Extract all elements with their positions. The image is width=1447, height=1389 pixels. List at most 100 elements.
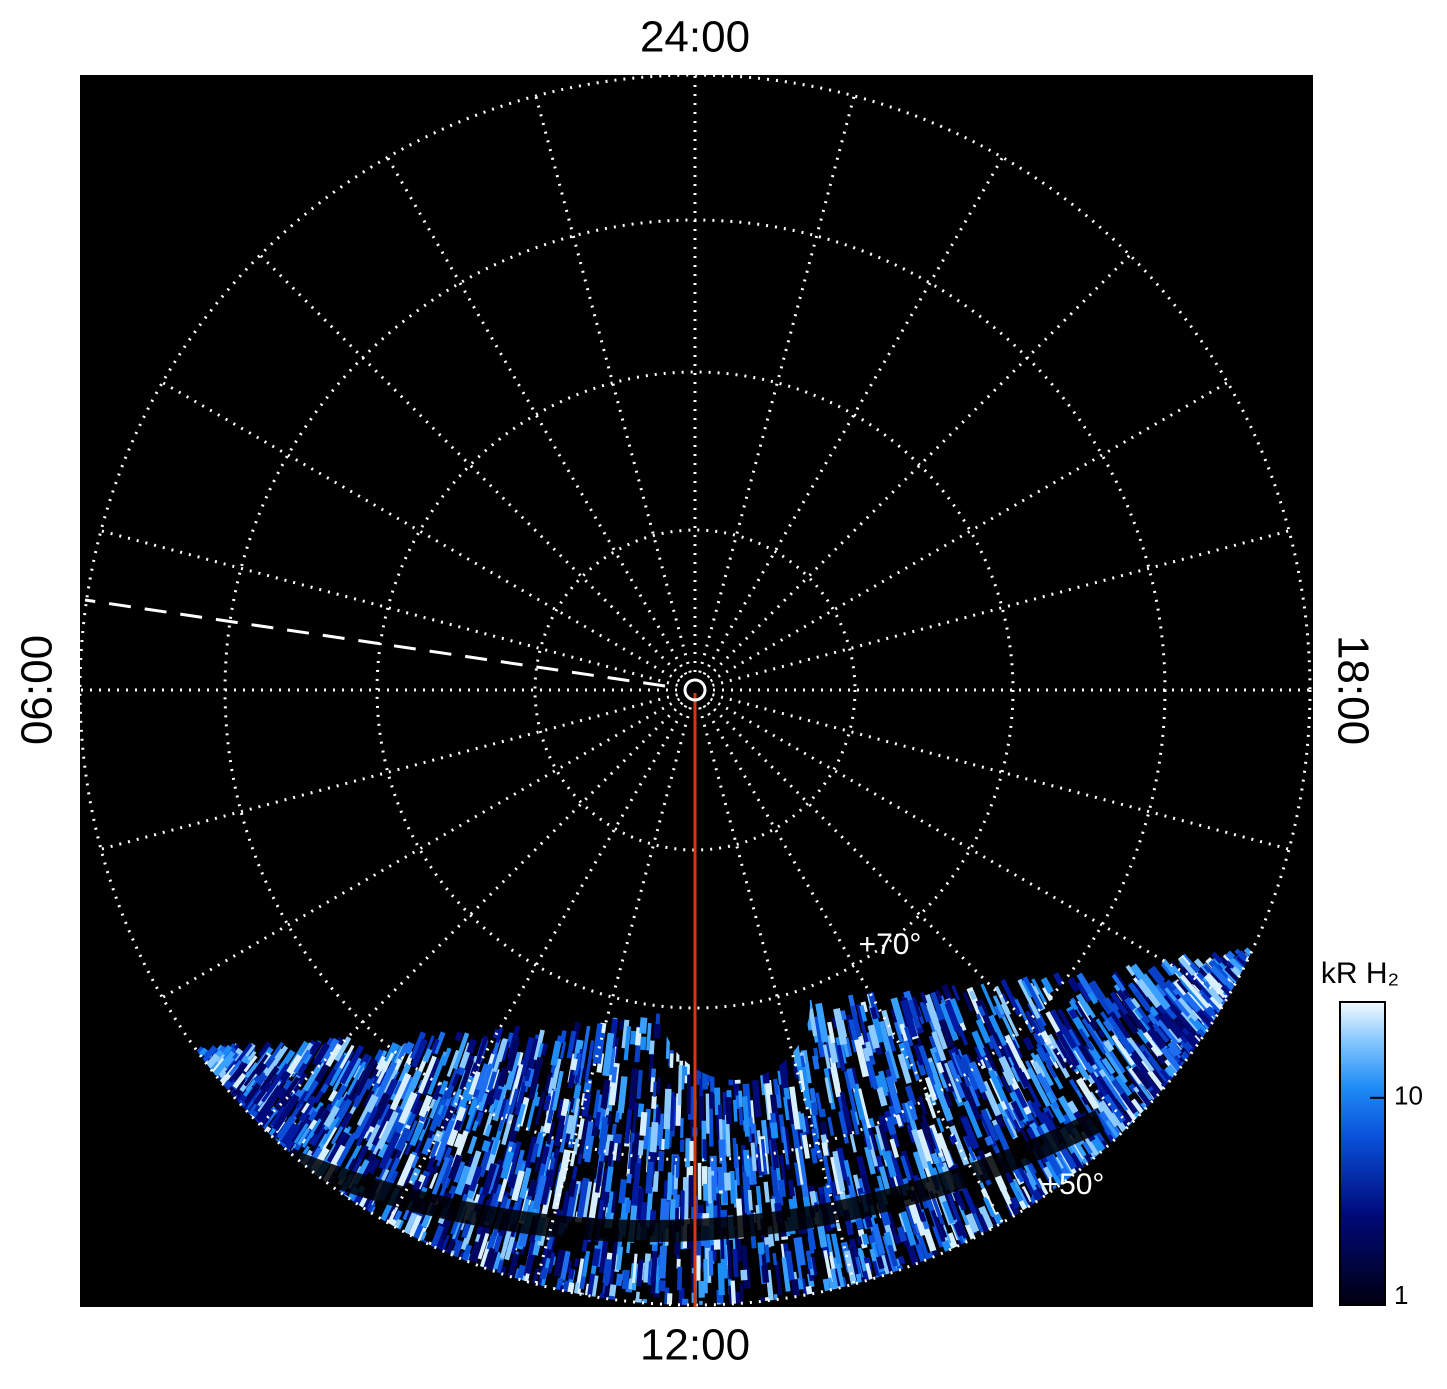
- meridian: [702, 704, 1004, 1224]
- emission-streak: [917, 1231, 933, 1268]
- emission-streak: [511, 1170, 525, 1202]
- meridian: [534, 95, 692, 674]
- meridian: [100, 693, 679, 851]
- emission-streak: [421, 1057, 441, 1096]
- emission-streak: [694, 1255, 701, 1281]
- emission-streak: [455, 1076, 476, 1116]
- emission-streak: [1025, 1161, 1042, 1189]
- emission-streak: [468, 1165, 483, 1192]
- emission-streak: [453, 1161, 466, 1183]
- emission-streak: [708, 1250, 714, 1276]
- emission-streak: [1102, 1075, 1129, 1112]
- emission-streak: [567, 1179, 577, 1198]
- emission-streak: [900, 999, 918, 1038]
- emission-streak: [878, 1166, 892, 1196]
- emission-streak: [897, 1053, 912, 1084]
- emission-streak: [1179, 974, 1211, 1009]
- emission-streak: [583, 1181, 593, 1218]
- emission-streak: [1127, 1036, 1155, 1073]
- emission-streak: [224, 1060, 246, 1085]
- emission-streak: [543, 1095, 552, 1111]
- emission-streak: [274, 1049, 296, 1077]
- emission-streak: [1013, 1087, 1028, 1109]
- emission-streak: [1177, 997, 1199, 1022]
- emission-streak: [971, 1030, 988, 1058]
- emission-streak: [953, 1222, 964, 1237]
- emission-streak: [461, 1244, 473, 1261]
- emission-streak: [1081, 1095, 1090, 1106]
- emission-streak: [381, 1066, 399, 1097]
- emission-streak: [355, 1106, 379, 1147]
- emission-streak: [770, 1094, 781, 1131]
- emission-streak: [1026, 1067, 1051, 1108]
- emission-streak: [482, 1112, 494, 1136]
- emission-streak: [582, 1250, 591, 1277]
- emission-streak: [481, 1140, 491, 1153]
- emission-streak: [1040, 1030, 1053, 1046]
- emission-streak: [938, 1018, 955, 1048]
- emission-streak: [718, 1104, 723, 1120]
- emission-streak: [527, 1056, 544, 1100]
- emission-streak: [467, 1097, 479, 1117]
- emission-streak: [547, 1077, 555, 1094]
- emission-streak: [920, 992, 928, 1004]
- meridian: [702, 156, 1004, 676]
- emission-streak: [900, 1110, 907, 1124]
- emission-streak: [297, 1128, 310, 1146]
- emission-streak: [983, 1046, 998, 1072]
- emission-streak: [1010, 1100, 1025, 1122]
- emission-streak: [245, 1062, 259, 1079]
- emission-streak: [813, 1016, 827, 1058]
- emission-streak: [1047, 1043, 1071, 1079]
- emission-streak: [885, 1115, 897, 1136]
- emission-streak: [581, 1092, 592, 1117]
- aurora-emission: [172, 930, 1273, 1305]
- emission-streak: [1124, 997, 1137, 1011]
- emission-streak: [1022, 1036, 1035, 1051]
- emission-streak: [1147, 1020, 1157, 1031]
- emission-streak: [376, 1110, 399, 1150]
- emission-streak: [969, 990, 977, 1001]
- latitude-circle: [78, 73, 1312, 1307]
- emission-streak: [1218, 955, 1233, 970]
- emission-streak: [763, 1181, 770, 1203]
- emission-streak: [856, 1236, 863, 1246]
- emission-streak: [1004, 1034, 1025, 1069]
- emission-streak: [761, 1119, 770, 1154]
- emission-streak: [604, 1166, 614, 1193]
- emission-streak: [451, 1073, 460, 1087]
- emission-streak: [695, 1195, 699, 1226]
- emission-streak: [1000, 978, 1022, 1016]
- emission-streak: [930, 991, 946, 1024]
- emission-streak: [945, 1189, 965, 1231]
- emission-streak: [890, 1008, 898, 1023]
- emission-streak: [848, 1238, 859, 1258]
- meridian: [711, 529, 1290, 687]
- emission-streak: [309, 1120, 329, 1147]
- emission-streak: [323, 1105, 340, 1128]
- emission-streak: [1103, 996, 1122, 1020]
- emission-streak: [1098, 1100, 1120, 1128]
- emission-streak: [919, 1211, 927, 1223]
- latitude-circle: [375, 370, 1015, 1010]
- emission-streak: [627, 1132, 636, 1170]
- emission-streak: [943, 1092, 953, 1108]
- emission-streak: [408, 1167, 421, 1186]
- emission-streak: [964, 1134, 975, 1148]
- emission-streak: [577, 1118, 585, 1140]
- emission-streak: [1055, 1039, 1077, 1071]
- emission-streak: [422, 1048, 433, 1063]
- emission-streak: [1087, 992, 1099, 1005]
- emission-streak: [498, 1098, 507, 1118]
- emission-streak: [573, 1258, 580, 1268]
- dashed-meridian: [84, 598, 666, 688]
- emission-streak: [524, 1136, 538, 1170]
- emission-streak: [527, 1179, 538, 1198]
- emission-streak: [932, 1225, 945, 1248]
- emission-streak: [773, 1078, 780, 1095]
- emission-streak: [936, 1061, 945, 1074]
- meridian: [386, 156, 688, 676]
- emission-streak: [492, 1039, 506, 1073]
- emission-streak: [640, 1036, 647, 1051]
- emission-streak: [340, 1111, 353, 1129]
